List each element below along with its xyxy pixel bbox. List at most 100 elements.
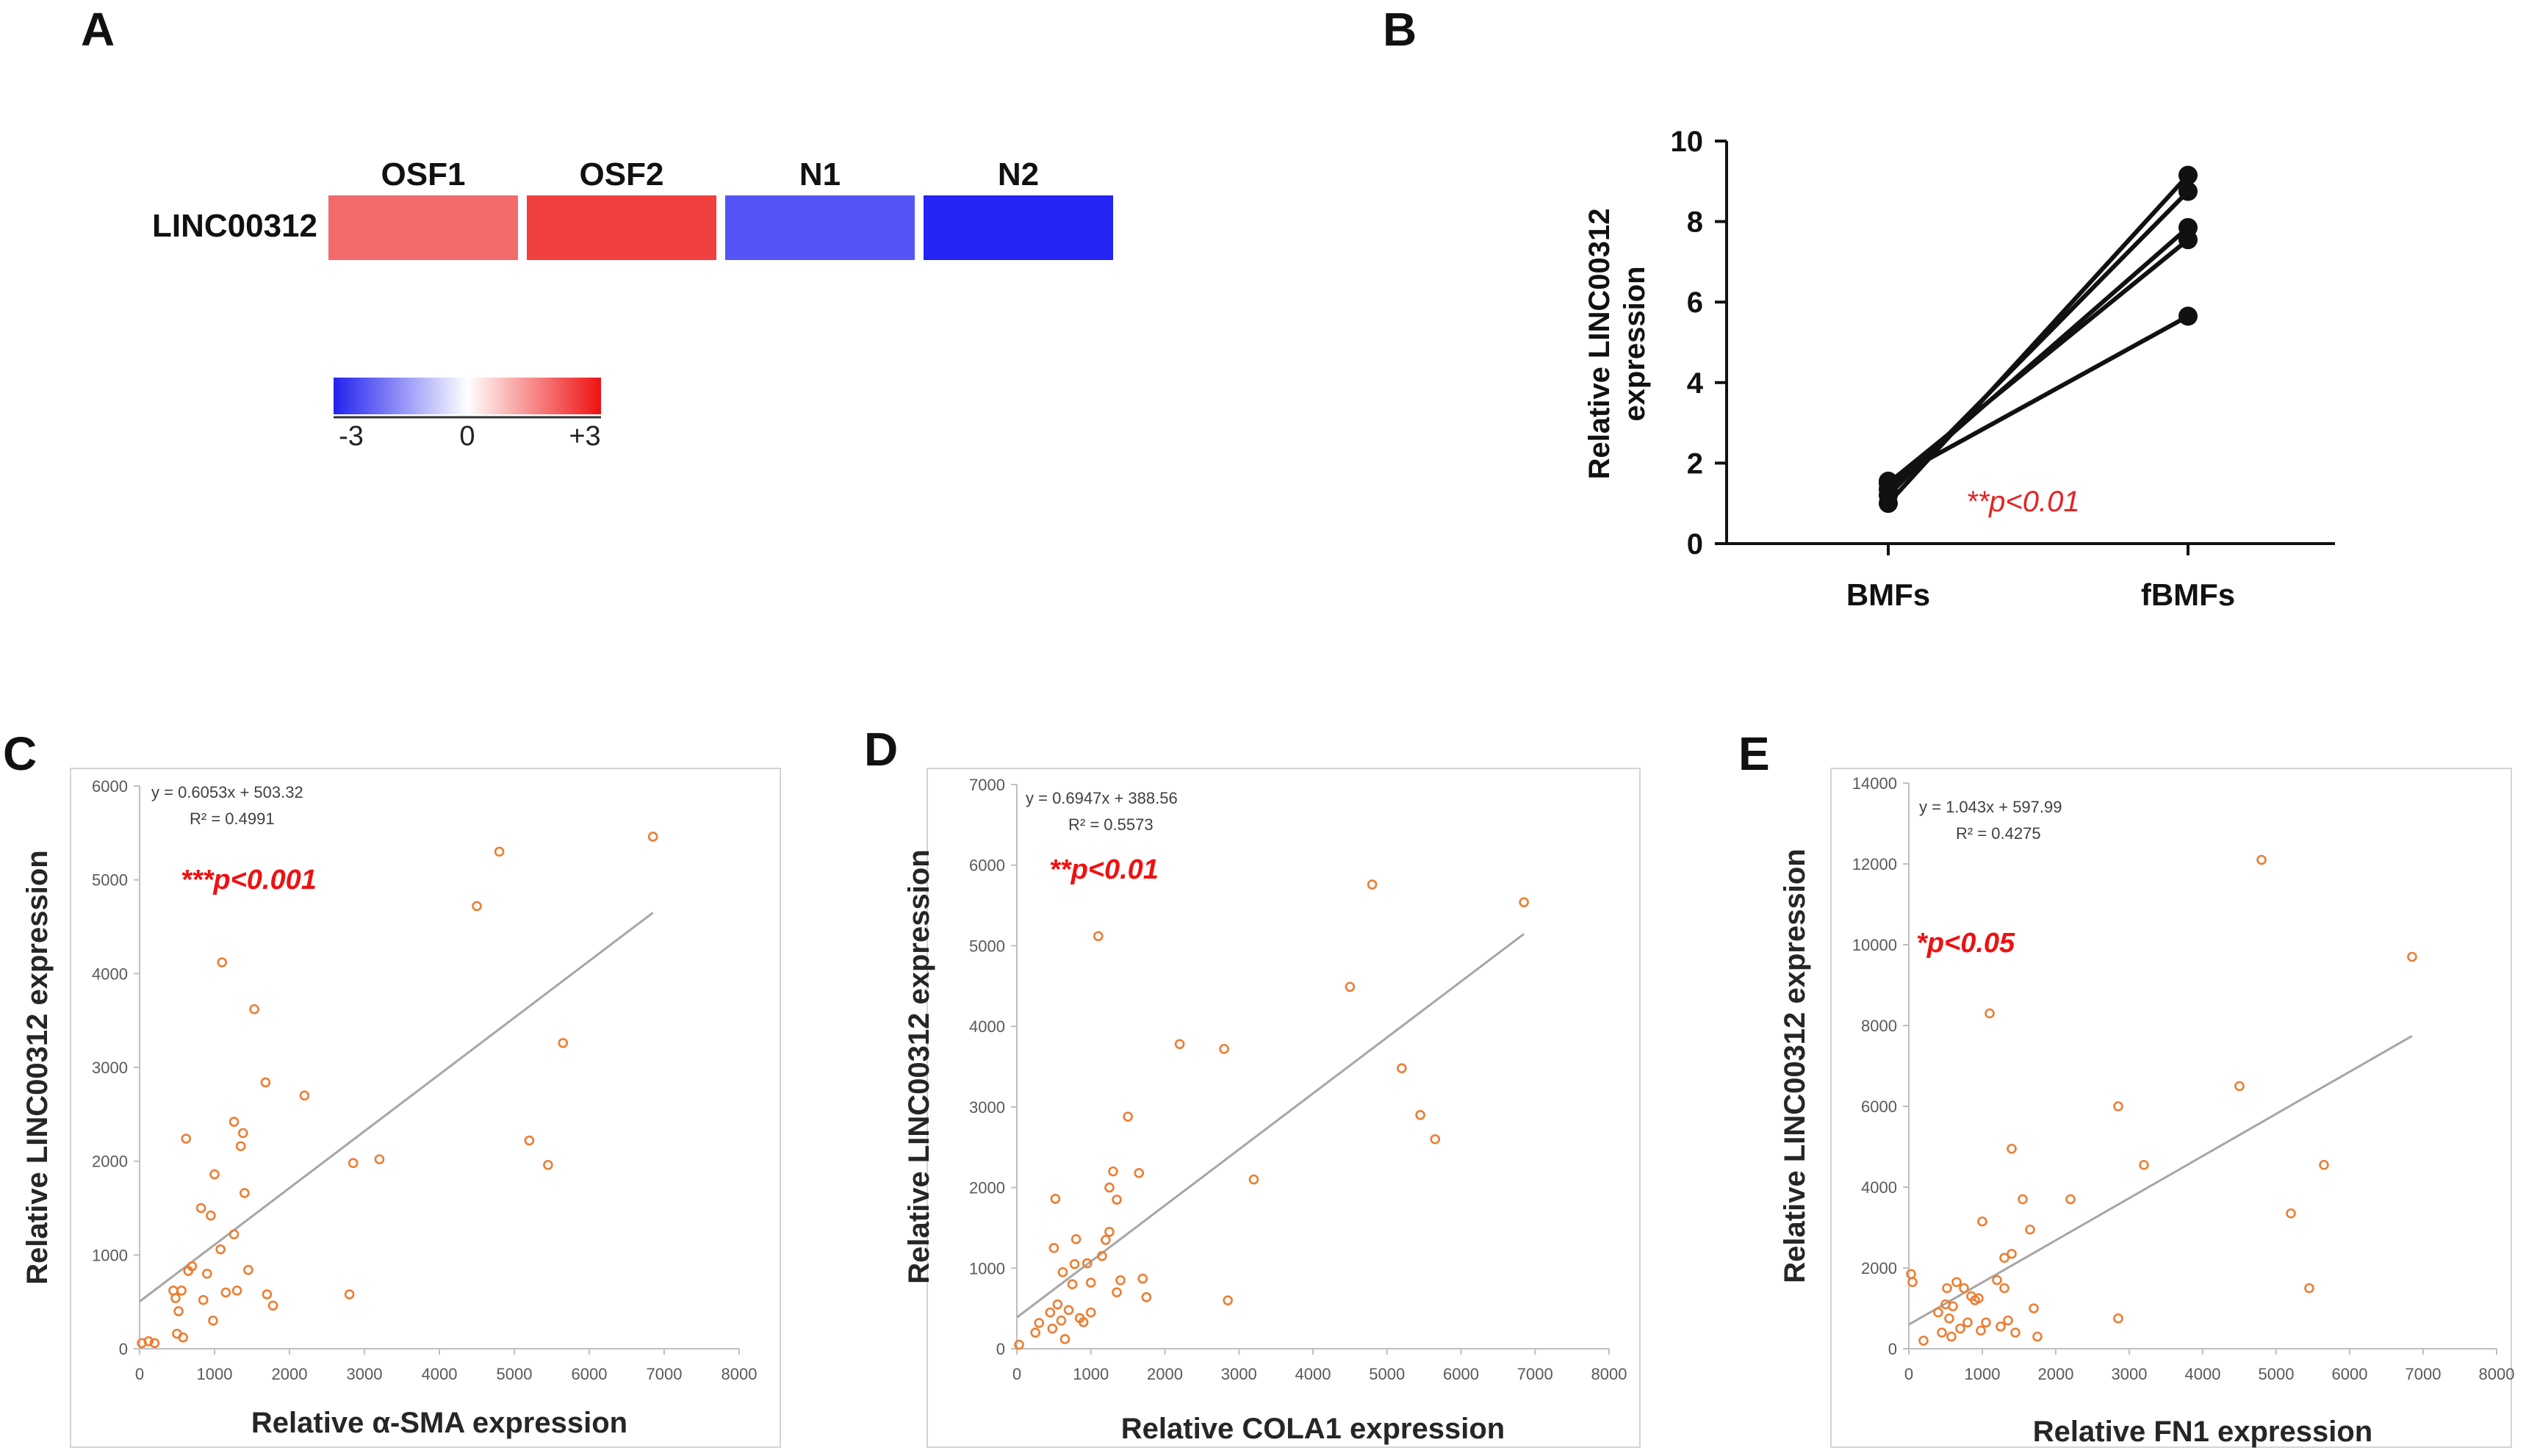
data-point bbox=[524, 1135, 535, 1146]
panel-label-a: A bbox=[81, 3, 115, 56]
y-tick-label: 2000 bbox=[1861, 1259, 1897, 1277]
panel-label-c: C bbox=[3, 727, 37, 780]
data-point bbox=[229, 1117, 240, 1127]
x-tick-label: 3000 bbox=[1221, 1365, 1257, 1383]
y-tick-label: 5000 bbox=[92, 871, 128, 890]
heatmap-column-label: N1 bbox=[799, 156, 841, 192]
data-point bbox=[1123, 1111, 1133, 1122]
colorbar bbox=[334, 378, 601, 414]
series-line bbox=[1887, 226, 2189, 491]
heatmap-column-label: OSF2 bbox=[580, 156, 664, 192]
series-line bbox=[1886, 173, 2190, 505]
data-point bbox=[1034, 1318, 1045, 1328]
x-tick-label: 1000 bbox=[1965, 1365, 2001, 1383]
data-point bbox=[1944, 1313, 1954, 1324]
data-point bbox=[1345, 981, 1356, 992]
data-point bbox=[215, 1244, 226, 1255]
x-tick-label: 0 bbox=[1012, 1365, 1021, 1383]
data-point bbox=[181, 1134, 192, 1144]
data-point bbox=[2178, 306, 2198, 326]
significance-annotation: **p<0.01 bbox=[1966, 486, 2080, 518]
x-axis-label: Relative α-SMA expression bbox=[251, 1407, 627, 1439]
heatmap-column-label: N2 bbox=[998, 156, 1039, 192]
y-tick-label: 3000 bbox=[969, 1098, 1005, 1117]
heatmap-cells: OSF1 OSF2 N1 N2 bbox=[328, 156, 1113, 260]
r-squared-label: R² = 0.4275 bbox=[1956, 824, 2041, 843]
y-tick-label: 6 bbox=[1687, 286, 1703, 319]
data-point bbox=[1981, 1317, 1991, 1328]
data-point bbox=[2256, 854, 2267, 865]
data-point bbox=[187, 1261, 198, 1272]
heatmap-column-label: OSF1 bbox=[381, 156, 466, 192]
data-point bbox=[1112, 1194, 1122, 1205]
x-tick-label: 6000 bbox=[572, 1365, 608, 1383]
data-point bbox=[1030, 1327, 1040, 1338]
scatter-panel-d: 0 1000 2000 3000 4000 5000 6000 7000 0 1000 2000 30… bbox=[903, 768, 1641, 1448]
data-point bbox=[170, 1293, 181, 1303]
data-point bbox=[198, 1294, 209, 1305]
data-point bbox=[2025, 1224, 2035, 1235]
series-line bbox=[1887, 314, 2189, 483]
y-tick-label: 0 bbox=[996, 1340, 1005, 1358]
data-point bbox=[1093, 931, 1104, 942]
colorbar-min-label: -3 bbox=[339, 421, 364, 452]
data-point bbox=[1069, 1259, 1080, 1269]
heatmap-cell-osf1 bbox=[328, 195, 518, 260]
x-tick-label: 8000 bbox=[2479, 1365, 2515, 1383]
x-tick-label: 7000 bbox=[2406, 1365, 2442, 1383]
x-tick-label: 5000 bbox=[2259, 1365, 2295, 1383]
x-tick-label: 2000 bbox=[272, 1365, 308, 1383]
y-axis-label: Relative LINC00312 expression bbox=[1583, 208, 1651, 479]
x-tick-label: 2000 bbox=[1147, 1365, 1183, 1383]
data-point bbox=[2178, 230, 2198, 250]
x-tick-label: 4000 bbox=[422, 1365, 458, 1383]
data-point bbox=[2234, 1081, 2245, 1092]
data-point bbox=[2003, 1315, 2013, 1326]
plot-frame bbox=[926, 768, 1641, 1448]
data-point bbox=[2178, 181, 2198, 201]
x-tick-label: 5000 bbox=[497, 1365, 533, 1383]
x-tick-label: 8000 bbox=[722, 1365, 758, 1383]
colorbar-max-label: +3 bbox=[569, 421, 600, 452]
data-point bbox=[1045, 1307, 1056, 1318]
data-point bbox=[1104, 1182, 1115, 1193]
significance-annotation: **p<0.01 bbox=[1049, 854, 1159, 885]
regression-equation: y = 0.6947x + 388.56 bbox=[1026, 789, 1178, 807]
data-point bbox=[1078, 1316, 1089, 1327]
data-point bbox=[1014, 1339, 1024, 1350]
data-point bbox=[1052, 1299, 1063, 1310]
data-point bbox=[201, 1269, 212, 1279]
data-point bbox=[1918, 1336, 1929, 1346]
y-tick-label: 2000 bbox=[969, 1179, 1005, 1197]
data-point bbox=[1973, 1293, 1984, 1304]
data-point bbox=[1059, 1334, 1071, 1344]
data-point bbox=[1248, 1174, 1259, 1185]
r-squared-label: R² = 0.5573 bbox=[1068, 815, 1154, 834]
x-tick-label: 1000 bbox=[197, 1365, 233, 1383]
heatmap-cell-n1 bbox=[725, 195, 915, 260]
data-point bbox=[195, 1203, 206, 1214]
data-point bbox=[1115, 1275, 1126, 1286]
data-point bbox=[1937, 1327, 1947, 1338]
x-tick-label: 0 bbox=[135, 1365, 144, 1383]
x-tick-label: 8000 bbox=[1591, 1365, 1627, 1383]
data-point bbox=[1519, 897, 1529, 907]
data-point bbox=[1415, 1110, 1425, 1120]
data-point bbox=[2018, 1194, 2028, 1205]
x-tick-label: 7000 bbox=[647, 1365, 683, 1383]
data-point bbox=[1137, 1273, 1148, 1284]
y-tick-label: 12000 bbox=[1852, 855, 1897, 873]
heatmap-row-label: LINC00312 bbox=[152, 208, 317, 244]
data-point bbox=[647, 832, 658, 842]
series-line bbox=[1887, 237, 2189, 486]
data-point bbox=[243, 1264, 253, 1275]
y-axis-label-line2: expression bbox=[1619, 266, 1651, 421]
y-tick-label: 6000 bbox=[969, 857, 1005, 875]
data-point bbox=[1879, 472, 1898, 491]
trendline bbox=[139, 912, 654, 1302]
data-point bbox=[1907, 1277, 1918, 1288]
data-point bbox=[299, 1090, 310, 1101]
x-category-label: fBMFs bbox=[2141, 577, 2235, 612]
y-tick-label: 6000 bbox=[92, 777, 128, 796]
data-point bbox=[149, 1338, 160, 1349]
